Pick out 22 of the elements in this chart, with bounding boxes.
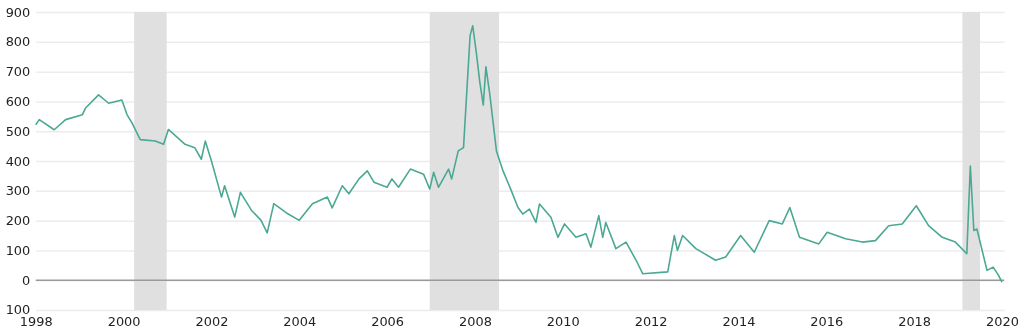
x-tick-label: 2020 xyxy=(986,314,1019,330)
y-tick-label: 300 xyxy=(5,183,31,199)
y-tick-label: 800 xyxy=(5,34,31,50)
y-tick-label: 500 xyxy=(5,123,31,139)
line-series xyxy=(34,24,1003,283)
x-tick-label: 2012 xyxy=(634,314,668,330)
y-tick-label: 600 xyxy=(5,93,31,109)
y-tick-label: 700 xyxy=(5,64,31,80)
x-tick-label: 2004 xyxy=(283,314,317,330)
y-tick-label: 400 xyxy=(5,153,31,169)
y-tick-label: 200 xyxy=(5,213,31,229)
x-tick-label: 2008 xyxy=(459,314,492,330)
y-tick-label: 100 xyxy=(5,242,31,258)
y-tick-label: 900 xyxy=(5,4,31,20)
x-tick-label: 2000 xyxy=(107,314,141,330)
x-tick-label: 2002 xyxy=(195,314,229,330)
y-tick-label: 0 xyxy=(22,272,31,288)
x-tick-label: 2006 xyxy=(371,314,405,330)
x-tick-label: 2018 xyxy=(898,314,932,330)
x-tick-label: 2010 xyxy=(546,314,580,330)
x-tick-label: 2014 xyxy=(722,314,756,330)
x-tick-label: 2016 xyxy=(810,314,844,330)
